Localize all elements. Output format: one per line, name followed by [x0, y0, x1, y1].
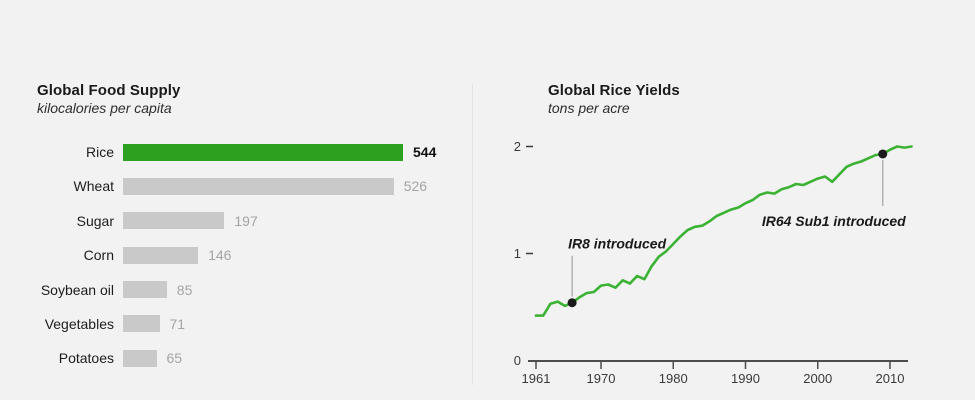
- bar-rows: Rice 544 Wheat 526 Sugar 197 Corn 146 Soybean oi…: [37, 143, 467, 367]
- bar-value: 544: [413, 144, 437, 160]
- food-supply-chart: Global Food Supply kilocalories per capi…: [37, 82, 467, 384]
- x-tick-label: 2010: [876, 371, 905, 386]
- bar-label: Vegetables: [44, 315, 114, 332]
- bar-value: 85: [176, 281, 193, 298]
- bar: [123, 143, 403, 161]
- bar-value: 146: [208, 247, 232, 264]
- x-tick-label: 1961: [522, 371, 551, 386]
- y-tick-label: 1: [514, 246, 521, 261]
- bar-value: 65: [166, 350, 183, 367]
- bar-label: Soybean oil: [40, 281, 114, 298]
- panel-divider: [472, 84, 473, 385]
- rice-yields-chart: Global Rice Yields tons per acre 1961 197…: [500, 0, 975, 400]
- y-tick-label: 0: [514, 353, 521, 368]
- bar-label: Rice: [85, 144, 114, 160]
- bar-row: Wheat 526: [37, 177, 467, 195]
- rice-yields-title: Global Rice Yields: [548, 82, 680, 99]
- bar-label: Corn: [83, 247, 114, 264]
- x-tick-label: 1980: [659, 371, 688, 386]
- x-tick-label: 2000: [803, 371, 832, 386]
- annotation-marker: [567, 298, 577, 308]
- bar-value: 526: [403, 178, 428, 195]
- bar: [123, 349, 157, 367]
- x-tick-label: 1970: [587, 371, 616, 386]
- bar-label: Sugar: [76, 212, 114, 229]
- bar-value: 71: [169, 315, 186, 332]
- food-supply-subtitle: kilocalories per capita: [37, 100, 172, 116]
- rice-yields-plot: 1961 1970 1980 1990 2000 2010 0 1 2 IR8 introduce…: [514, 139, 913, 386]
- annotation-label: IR8 introduced: [568, 236, 666, 252]
- bar-row: Potatoes 65: [37, 349, 467, 367]
- bar-row: Rice 544: [37, 143, 467, 161]
- bar-row: Sugar 197: [37, 212, 467, 230]
- y-tick-label: 2: [514, 139, 521, 154]
- rice-yields-subtitle: tons per acre: [548, 100, 630, 116]
- bar: [123, 212, 225, 230]
- bar: [123, 281, 167, 299]
- bar: [123, 246, 199, 264]
- bar-row: Corn 146: [37, 246, 467, 264]
- bar-label: Wheat: [73, 178, 114, 195]
- bar-value: 197: [234, 212, 258, 229]
- bar-row: Soybean oil 85: [37, 281, 467, 299]
- annotation-label: IR64 Sub1 introduced: [762, 213, 906, 229]
- annotation-marker: [878, 149, 888, 159]
- bar-row: Vegetables 71: [37, 315, 467, 333]
- food-supply-title: Global Food Supply: [37, 82, 181, 99]
- bar: [123, 315, 160, 333]
- bar-label: Potatoes: [58, 350, 114, 367]
- bar: [123, 177, 394, 195]
- x-tick-label: 1990: [731, 371, 760, 386]
- yield-line: [534, 145, 913, 317]
